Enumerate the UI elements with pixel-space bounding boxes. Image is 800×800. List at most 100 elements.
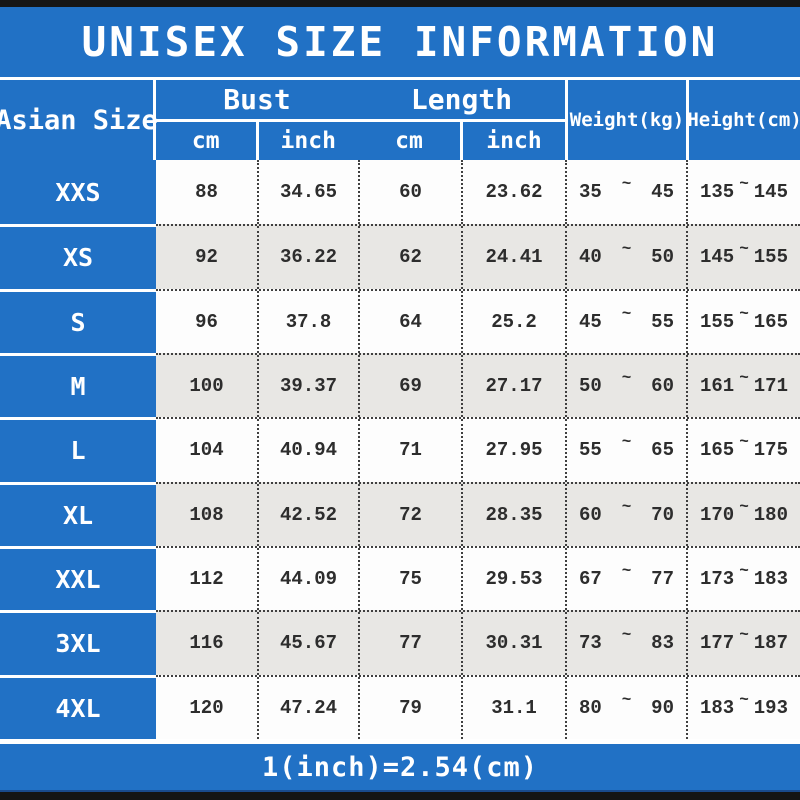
- height-max: 180: [753, 503, 788, 526]
- tilde-separator: ~: [621, 562, 632, 581]
- header-asian-size: Asian Size: [0, 80, 158, 160]
- size-label: S: [0, 288, 156, 353]
- bust-inch-value: 36.22: [257, 226, 358, 289]
- height-max: 187: [753, 632, 788, 655]
- bust-cm-value: 112: [189, 568, 224, 591]
- height-min: 165: [700, 439, 735, 462]
- bust-inch-value: 44.09: [257, 547, 358, 611]
- tilde-separator: ~: [621, 433, 632, 452]
- bust-cm-value: 104: [189, 439, 224, 462]
- tilde-separator: ~: [621, 369, 632, 388]
- height-max: 145: [753, 181, 788, 204]
- weight-min: 50: [579, 375, 602, 398]
- weight-min: 67: [579, 568, 602, 591]
- height-range: 135 ~145: [686, 160, 800, 225]
- tilde-separator: ~: [739, 433, 749, 452]
- bust-cm-value: 96: [195, 310, 218, 333]
- row-cells: 96 37.8 64 25.2 45 ~55 155 ~165: [156, 288, 800, 353]
- footer-edge-line: [0, 790, 800, 792]
- length-inch-value: 24.41: [461, 226, 565, 289]
- length-inch-value: 29.53: [461, 547, 565, 611]
- row-cells: 108 42.52 72 28.35 60 ~70 170 ~180: [156, 481, 800, 546]
- tilde-separator: ~: [739, 497, 749, 516]
- bust-cm-value: 108: [189, 503, 224, 526]
- weight-max: 83: [651, 632, 674, 655]
- header-bust-subrow: cm inch: [156, 122, 358, 160]
- tilde-separator: ~: [739, 690, 749, 709]
- footer-band: 1(inch)=2.54(cm): [0, 744, 800, 790]
- height-min: 173: [700, 568, 735, 591]
- length-cm-value: 64: [358, 290, 461, 353]
- length-cm-value: 71: [358, 419, 461, 482]
- height-range: 145 ~155: [686, 226, 800, 289]
- row-cells: 88 34.65 60 23.62 35 ~45 135 ~145: [156, 160, 800, 225]
- height-range: 161 ~171: [686, 354, 800, 418]
- length-cm-value: 75: [358, 547, 461, 611]
- tilde-separator: ~: [621, 240, 632, 259]
- weight-min: 73: [579, 632, 602, 655]
- bust-inch-value: 40.94: [257, 419, 358, 482]
- height-max: 183: [753, 568, 788, 591]
- weight-range: 55 ~65: [565, 419, 686, 482]
- title-band: UNISEX SIZE INFORMATION: [0, 7, 800, 77]
- bust-inch-value: 39.37: [257, 354, 358, 418]
- weight-max: 55: [651, 310, 674, 333]
- tilde-separator: ~: [739, 240, 749, 259]
- bust-cm-value: 88: [195, 181, 218, 204]
- table-header: Asian Size Bust cm inch Length cm inch W…: [0, 80, 800, 160]
- height-range: 155 ~165: [686, 290, 800, 353]
- height-min: 161: [700, 375, 735, 398]
- row-cells: 100 39.37 69 27.17 50 ~60 161 ~171: [156, 352, 800, 418]
- weight-max: 45: [651, 181, 674, 204]
- weight-max: 77: [651, 568, 674, 591]
- weight-max: 70: [651, 503, 674, 526]
- header-length: Length: [358, 80, 565, 122]
- weight-range: 60 ~70: [565, 483, 686, 546]
- header-bust-inch: inch: [255, 122, 359, 160]
- bottom-black-bar: [0, 792, 800, 800]
- header-height: Height(cm): [686, 80, 800, 160]
- size-label: XXS: [0, 160, 156, 225]
- footer-divider: [0, 739, 800, 744]
- length-inch-value: 28.35: [461, 483, 565, 546]
- height-min: 145: [700, 246, 735, 269]
- bust-cm-value: 92: [195, 246, 218, 269]
- weight-min: 60: [579, 503, 602, 526]
- table-row: S 96 37.8 64 25.2 45 ~55 155 ~165: [0, 288, 800, 353]
- weight-max: 50: [651, 246, 674, 269]
- table-body: XXS 88 34.65 60 23.62 35 ~45 135 ~145 XS 9…: [0, 160, 800, 739]
- top-black-bar: [0, 0, 800, 7]
- table-row: XXS 88 34.65 60 23.62 35 ~45 135 ~145: [0, 160, 800, 225]
- length-inch-value: 30.31: [461, 612, 565, 675]
- weight-range: 80 ~90: [565, 676, 686, 739]
- table-row: L 104 40.94 71 27.95 55 ~65 165 ~175: [0, 417, 800, 482]
- tilde-separator: ~: [739, 369, 749, 388]
- tilde-separator: ~: [621, 304, 632, 323]
- title-divider: [0, 77, 800, 80]
- row-cells: 120 47.24 79 31.1 80 ~90 183 ~193: [156, 674, 800, 739]
- table-row: XXL 112 44.09 75 29.53 67 ~77 173 ~183: [0, 545, 800, 611]
- weight-max: 90: [651, 696, 674, 719]
- length-cm-value: 72: [358, 483, 461, 546]
- header-length-inch: inch: [460, 122, 565, 160]
- table-row: XS 92 36.22 62 24.41 40 ~50 145 ~155: [0, 224, 800, 289]
- weight-min: 40: [579, 246, 602, 269]
- weight-max: 65: [651, 439, 674, 462]
- weight-min: 55: [579, 439, 602, 462]
- bust-inch-value: 42.52: [257, 483, 358, 546]
- length-inch-value: 27.17: [461, 354, 565, 418]
- tilde-separator: ~: [621, 626, 632, 645]
- height-range: 183 ~193: [686, 676, 800, 739]
- row-cells: 104 40.94 71 27.95 55 ~65 165 ~175: [156, 417, 800, 482]
- length-cm-value: 69: [358, 354, 461, 418]
- tilde-separator: ~: [621, 497, 632, 516]
- height-min: 177: [700, 632, 735, 655]
- weight-range: 40 ~50: [565, 226, 686, 289]
- height-range: 165 ~175: [686, 419, 800, 482]
- length-cm-value: 62: [358, 226, 461, 289]
- height-min: 135: [700, 181, 735, 204]
- row-cells: 92 36.22 62 24.41 40 ~50 145 ~155: [156, 224, 800, 289]
- size-label: 3XL: [0, 610, 156, 675]
- height-max: 171: [753, 375, 788, 398]
